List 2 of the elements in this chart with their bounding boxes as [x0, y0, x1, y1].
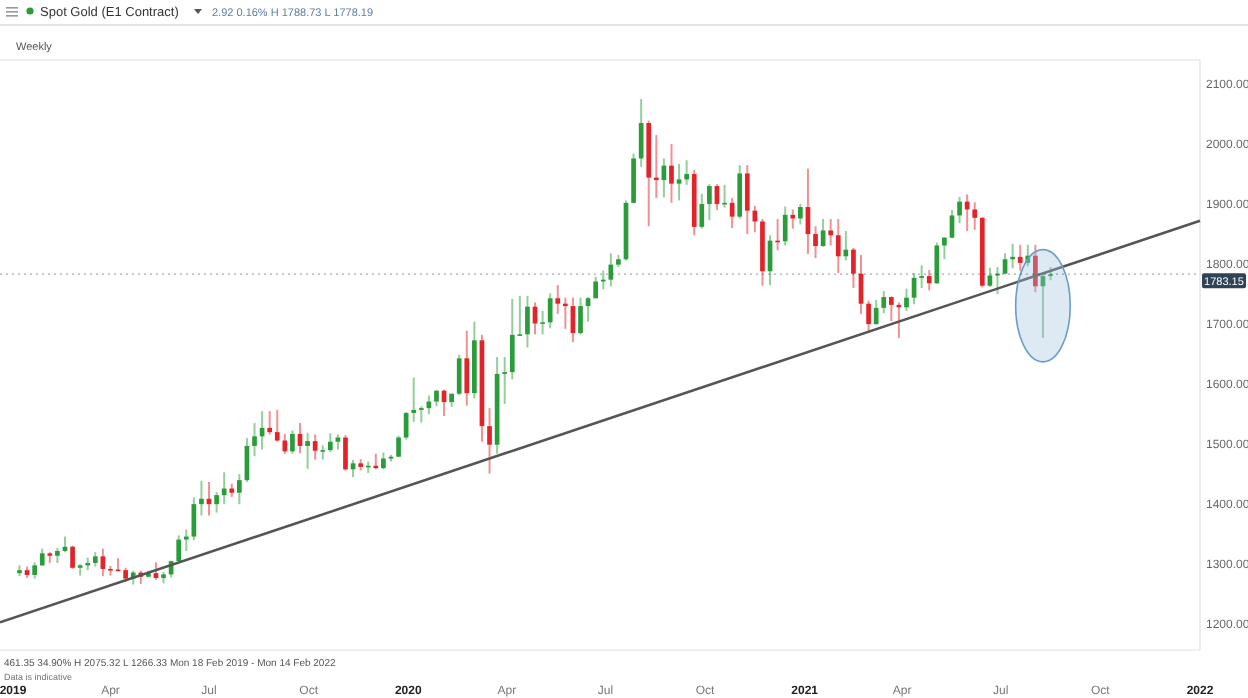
candlestick [418, 405, 424, 424]
candlestick [320, 444, 326, 461]
